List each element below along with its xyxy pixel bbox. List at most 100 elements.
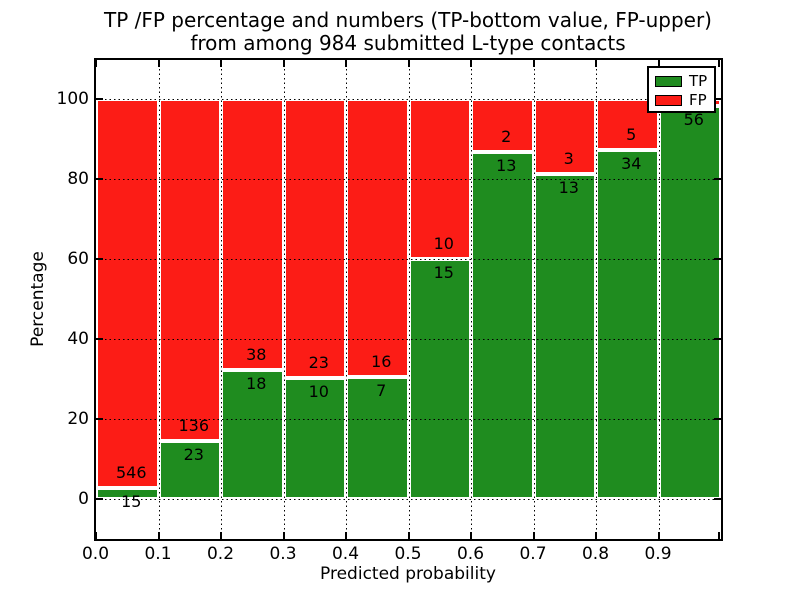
fp-count-label: 10 bbox=[433, 234, 454, 253]
x-tick-label: 0.0 bbox=[81, 544, 110, 564]
x-tick-mark bbox=[345, 60, 347, 67]
x-tick-label: 0.3 bbox=[269, 544, 297, 564]
x-tick-label: 0.8 bbox=[581, 544, 610, 564]
y-tick-mark bbox=[714, 418, 721, 420]
tp-bar-segment bbox=[96, 488, 159, 499]
tp-count-label: 15 bbox=[121, 492, 142, 512]
x-tick-mark bbox=[282, 60, 285, 67]
x-tick-label: 0.4 bbox=[331, 544, 360, 564]
fp-color-swatch bbox=[655, 95, 682, 106]
x-tick-mark bbox=[470, 60, 472, 67]
fp-bar-segment bbox=[283, 99, 346, 378]
x-axis-label: Predicted probability bbox=[320, 564, 496, 584]
y-tick-label: 40 bbox=[67, 329, 89, 349]
fp-bar-segment bbox=[96, 99, 159, 489]
x-tick-mark bbox=[470, 532, 472, 539]
tp-count-label: 18 bbox=[246, 374, 267, 394]
x-tick-mark bbox=[532, 60, 535, 67]
tp-bar-segment bbox=[346, 377, 409, 499]
y-tick-label: 0 bbox=[78, 489, 89, 509]
vertical-gridline bbox=[283, 60, 285, 539]
y-tick-mark bbox=[714, 338, 721, 340]
x-tick-mark bbox=[718, 532, 720, 539]
x-tick-label: 0.9 bbox=[644, 544, 672, 564]
fp-count-label: 3 bbox=[563, 149, 574, 168]
tp-count-label: 34 bbox=[621, 154, 642, 174]
fp-bar-segment bbox=[346, 99, 409, 378]
x-tick-mark bbox=[532, 532, 535, 539]
fp-count-label: 136 bbox=[178, 416, 210, 436]
x-tick-mark bbox=[345, 532, 347, 539]
y-tick-label: 20 bbox=[67, 409, 89, 429]
legend-label-tp: TP bbox=[689, 72, 708, 90]
fp-count-label: 546 bbox=[115, 463, 147, 483]
x-tick-mark bbox=[657, 532, 660, 539]
chart-title: TP /FP percentage and numbers (TP-bottom… bbox=[95, 9, 721, 55]
vertical-gridline bbox=[658, 60, 660, 539]
tp-count-label: 13 bbox=[558, 178, 579, 197]
legend: TP FP bbox=[647, 66, 716, 113]
tp-bar-segment bbox=[596, 150, 659, 499]
vertical-gridline bbox=[408, 60, 410, 539]
y-tick-mark bbox=[96, 418, 103, 420]
fp-count-label: 5 bbox=[626, 125, 637, 145]
fp-bar-segment bbox=[221, 99, 284, 371]
tp-count-label: 10 bbox=[308, 381, 329, 401]
x-tick-mark bbox=[157, 532, 160, 539]
fp-count-label: 23 bbox=[308, 352, 329, 372]
x-tick-label: 0.7 bbox=[519, 544, 547, 564]
tp-bar-segment bbox=[533, 174, 596, 499]
tp-count-label: 23 bbox=[183, 445, 204, 465]
y-tick-mark bbox=[96, 98, 103, 100]
y-tick-mark bbox=[714, 98, 721, 100]
fp-count-label: 38 bbox=[246, 345, 267, 365]
x-tick-mark bbox=[407, 60, 410, 67]
x-tick-mark bbox=[657, 60, 660, 67]
x-tick-label: 0.6 bbox=[456, 544, 485, 564]
x-tick-mark bbox=[157, 60, 160, 67]
y-tick-mark bbox=[714, 258, 721, 260]
x-tick-mark bbox=[95, 60, 97, 67]
tp-bar-segment bbox=[283, 377, 346, 499]
fp-count-label: 16 bbox=[371, 352, 392, 372]
tp-count-label: 13 bbox=[496, 156, 517, 176]
legend-item-fp: FP bbox=[655, 91, 710, 110]
legend-label-fp: FP bbox=[689, 91, 707, 109]
y-tick-mark bbox=[96, 498, 103, 500]
tp-bar-segment bbox=[471, 152, 534, 499]
fp-bar-segment bbox=[158, 99, 221, 442]
tp-count-label: 56 bbox=[683, 110, 704, 130]
y-tick-label: 60 bbox=[67, 249, 89, 269]
x-tick-mark bbox=[220, 532, 222, 539]
chart-title-line1: TP /FP percentage and numbers (TP-bottom… bbox=[104, 8, 712, 32]
x-tick-mark bbox=[220, 60, 222, 67]
y-tick-mark bbox=[96, 178, 103, 180]
vertical-gridline bbox=[533, 60, 535, 539]
y-axis-label: Percentage bbox=[28, 251, 48, 347]
tp-count-label: 7 bbox=[376, 381, 387, 401]
y-tick-label: 80 bbox=[67, 169, 89, 189]
vertical-gridline bbox=[158, 60, 160, 539]
chart-title-line2: from among 984 submitted L-type contacts bbox=[190, 31, 626, 55]
x-tick-label: 0.5 bbox=[394, 544, 422, 564]
plot-area: 5461513623381823101671015213313534156 bbox=[94, 58, 723, 541]
x-tick-mark bbox=[595, 60, 597, 67]
tp-count-label: 15 bbox=[433, 263, 454, 282]
y-tick-label: 100 bbox=[56, 89, 89, 109]
fp-count-label: 2 bbox=[501, 127, 512, 147]
x-tick-mark bbox=[595, 532, 597, 539]
x-tick-mark bbox=[407, 532, 410, 539]
x-tick-mark bbox=[282, 532, 285, 539]
tp-color-swatch bbox=[655, 76, 682, 87]
tp-bar-segment bbox=[658, 106, 721, 499]
vertical-gridline bbox=[596, 60, 597, 539]
tp-bar-segment bbox=[408, 259, 471, 499]
legend-item-tp: TP bbox=[655, 72, 710, 91]
x-tick-label: 0.2 bbox=[206, 544, 235, 564]
y-tick-mark bbox=[714, 178, 721, 180]
y-tick-mark bbox=[96, 338, 103, 340]
x-tick-mark bbox=[718, 60, 720, 67]
y-tick-mark bbox=[96, 258, 103, 260]
vertical-gridline bbox=[221, 60, 222, 539]
